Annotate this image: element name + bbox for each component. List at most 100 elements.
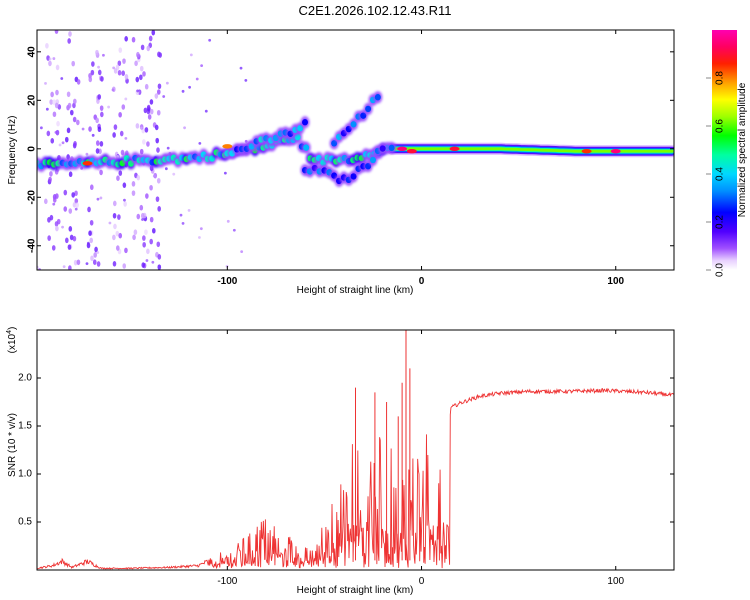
spectrogram-noise-cell	[145, 193, 149, 199]
spectrogram-noise-cell	[112, 212, 117, 219]
spectrogram-noise-cell	[145, 259, 149, 262]
spectrogram-noise-cell	[162, 95, 166, 98]
spectrogram-noise-cell	[54, 102, 59, 109]
spectrogram-noise-cell	[67, 244, 72, 250]
colorbar-ticks: 0.0 0.2 0.4 0.6 0.8	[706, 71, 726, 277]
spectrogram-noise-cell	[124, 247, 128, 254]
spectrogram-noise-cell	[81, 127, 85, 131]
spectrogram-noise-cell	[56, 120, 60, 127]
spectrogram-noise-cell	[72, 116, 77, 123]
spectrogram-noise-cell	[52, 99, 56, 105]
spectrogram-noise-cell	[136, 89, 140, 93]
spectrogram-ytick-label: 20	[27, 94, 38, 106]
spectrogram-noise-cell	[195, 77, 199, 81]
spectrogram-noise-cell	[95, 140, 100, 146]
spectrogram-noise-cell	[66, 91, 71, 98]
spectrogram-hotspot	[82, 161, 93, 166]
spectrogram-cell	[369, 156, 376, 164]
spectrogram-noise-cell	[45, 42, 49, 49]
spectrogram-noise-cell	[155, 137, 160, 144]
spectrogram-noise-cell	[117, 69, 122, 76]
colorbar-tick-label: 0.0	[715, 263, 726, 277]
spectrogram-noise-cell	[51, 245, 56, 251]
snr-xtick-label: -100	[217, 576, 237, 587]
spectrogram-noise-cell	[66, 127, 71, 134]
snr-multiplier-base: (x10	[7, 333, 18, 353]
spectrogram-noise-cell	[117, 214, 121, 220]
spectrogram-noise-cell	[118, 170, 123, 176]
spectrogram-noise-cell	[74, 207, 78, 211]
spectrogram-noise-cell	[73, 259, 78, 266]
spectrogram-cell	[350, 173, 357, 180]
spectrogram-noise-cell	[44, 81, 47, 85]
spectrogram-cell	[360, 112, 367, 119]
spectrogram-hotspot	[581, 149, 592, 154]
spectrogram-noise-cell	[154, 124, 159, 131]
spectrogram-band-layer	[391, 147, 674, 153]
spectrogram-noise-cell	[120, 149, 125, 156]
spectrogram-frame	[36, 29, 675, 271]
spectrogram-noise-cell	[116, 175, 120, 182]
spectrogram-noise-cell	[157, 83, 162, 90]
spectrogram-noise-cell	[56, 218, 61, 225]
spectrogram-noise-cell	[69, 234, 74, 241]
spectrogram-noise-cell	[118, 111, 122, 118]
spectrogram-noise-cell	[95, 49, 99, 56]
spectrogram-noise-cell	[48, 60, 52, 67]
spectrogram-noise-cell	[131, 181, 136, 187]
spectrogram-noise-cell	[119, 130, 124, 137]
spectrogram-noise-cell	[48, 176, 52, 183]
colorbar: 0.0 0.2 0.4 0.6 0.8 Normalized spectral ampl…	[706, 30, 748, 277]
spectrogram-noise-cell	[156, 109, 161, 116]
spectrogram-noise-cell	[76, 259, 81, 266]
spectrogram-noise-cell	[54, 169, 59, 175]
spectrogram-noise-cell	[118, 47, 123, 53]
spectrogram-noise-cell	[142, 71, 146, 77]
spectrogram-noise-cell	[90, 255, 94, 262]
spectrogram-ytick-label: 0	[27, 146, 38, 152]
colorbar-label: Normalized spectral amplitude	[737, 82, 748, 217]
spectrogram-noise-cell	[141, 218, 144, 221]
spectrogram-noise-cell	[91, 61, 95, 67]
spectrogram-cell	[374, 94, 381, 101]
spectrogram-noise-cell	[179, 213, 183, 217]
spectrogram-noise-cell	[68, 31, 72, 37]
spectrogram-noise-cell	[68, 171, 73, 178]
spectrogram-noise-cell	[132, 234, 136, 241]
spectrogram-noise-cell	[142, 139, 146, 145]
spectrogram-ylabel: Frequency (Hz)	[7, 116, 18, 185]
colorbar-gradient	[712, 30, 737, 270]
spectrogram-noise-cell	[88, 126, 92, 132]
spectrogram-noise-cell	[100, 111, 104, 118]
snr-ytick-label: 1.5	[18, 421, 32, 432]
spectrogram-noise-cell	[63, 206, 68, 212]
spectrogram-cell	[365, 105, 372, 113]
spectrogram-noise-cell	[188, 85, 191, 89]
spectrogram-noise-cell	[123, 198, 126, 202]
spectrogram-noise-cell	[151, 30, 156, 36]
spectrogram-noise-cell	[226, 219, 230, 223]
spectrogram-noise-cell	[44, 198, 48, 205]
spectrogram-hotspot	[397, 146, 408, 151]
spectrogram-noise-cell	[113, 68, 118, 74]
spectrogram-noise-cell	[39, 126, 43, 130]
spectrogram-noise-cell	[54, 131, 58, 134]
spectrogram-noise-cell	[49, 214, 54, 221]
spectrogram-noise-cell	[155, 196, 160, 202]
spectrogram-noise-cell	[52, 202, 56, 206]
spectrogram-panel: -100 0 100 -40 -20 0 20 40 Height of straight l…	[7, 29, 675, 296]
spectrogram-noise-cell	[107, 105, 111, 109]
spectrogram-noise-cell	[50, 91, 54, 98]
spectrogram-noise-cell	[142, 241, 146, 248]
spectrogram-noise-cell	[73, 141, 77, 147]
spectrogram-noise-cell	[123, 201, 127, 207]
spectrogram-noise-cell	[181, 221, 185, 225]
spectrogram-noise-cell	[189, 53, 193, 57]
spectrogram-noise-cell	[52, 197, 57, 203]
spectrogram-noise-cell	[135, 76, 140, 83]
spectrogram-noise-cell	[65, 237, 69, 244]
spectrogram-noise-cell	[102, 53, 105, 57]
spectrogram-noise-cell	[118, 232, 123, 239]
spectrogram-noise-cell	[49, 171, 53, 177]
spectrogram-noise-cell	[140, 212, 145, 219]
